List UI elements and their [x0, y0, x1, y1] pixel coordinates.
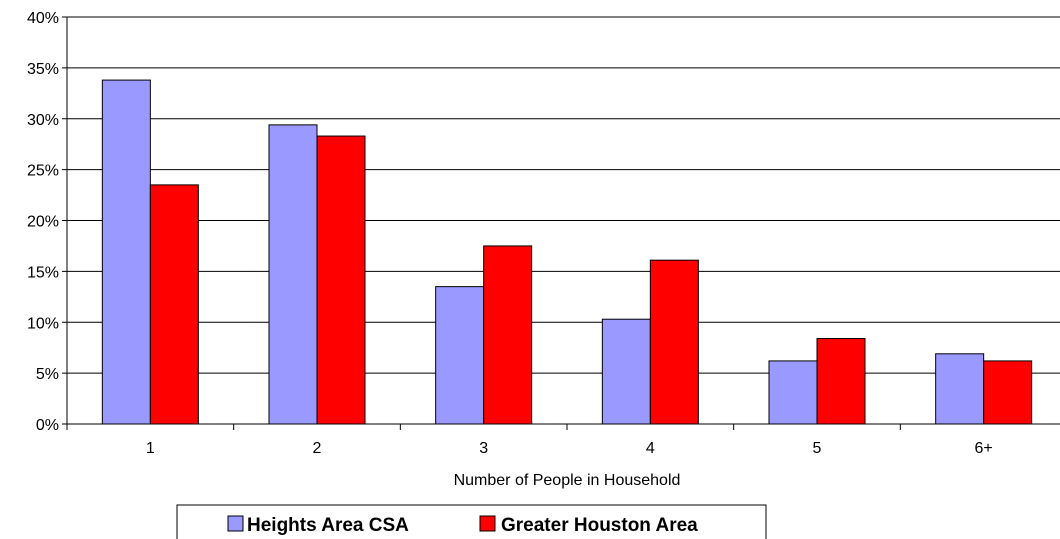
- legend-box: [176, 504, 767, 539]
- legend-label-greater-houston-area: Greater Houston Area: [501, 515, 698, 536]
- bar-greater-houston-area-0: [149, 184, 199, 425]
- y-tick-label: 30%: [27, 112, 59, 129]
- x-tick-label: 2: [313, 440, 322, 457]
- x-tick-label: 5: [813, 440, 822, 457]
- gridlines: [67, 16, 1060, 374]
- y-tick-label: 20%: [27, 214, 59, 231]
- bar-greater-houston-area-4: [816, 338, 866, 425]
- y-tick-label: 15%: [27, 264, 59, 281]
- y-tick-label: 10%: [27, 315, 59, 332]
- x-tick-label: 6+: [975, 440, 993, 457]
- bar-greater-houston-area-5: [983, 360, 1033, 425]
- bar-heights-area-csa-5: [935, 353, 985, 425]
- y-tick-label: 0%: [36, 417, 59, 434]
- y-tick-label: 35%: [27, 61, 59, 78]
- x-tick-label: 4: [646, 440, 655, 457]
- bar-heights-area-csa-0: [101, 79, 151, 425]
- legend-label-heights-area-csa: Heights Area CSA: [247, 515, 409, 536]
- x-tick-label: 1: [146, 440, 155, 457]
- x-axis-title: Number of People in Household: [454, 472, 681, 489]
- bar-greater-houston-area-2: [483, 245, 533, 425]
- bar-greater-houston-area-1: [316, 135, 366, 425]
- bar-heights-area-csa-4: [768, 360, 818, 425]
- x-axis-ticks: 1 2 3 4 5 6+: [66, 424, 993, 457]
- y-tick-label: 5%: [36, 366, 59, 383]
- bar-greater-houston-area-3: [649, 259, 699, 425]
- bar-heights-area-csa-2: [435, 286, 485, 425]
- bars: [101, 79, 1033, 425]
- bar-heights-area-csa-1: [268, 124, 318, 425]
- bar-heights-area-csa-3: [601, 318, 651, 425]
- y-tick-label: 25%: [27, 163, 59, 180]
- legend-swatch-heights-area-csa: [227, 515, 244, 532]
- y-tick-label: 40%: [27, 10, 59, 27]
- legend-swatch-greater-houston-area: [479, 515, 496, 532]
- x-tick-label: 3: [479, 440, 488, 457]
- legend: Heights Area CSA Greater Houston Area: [176, 504, 767, 539]
- y-axis-ticks: 0% 5% 10% 15% 20% 25% 30% 35% 40%: [27, 10, 67, 434]
